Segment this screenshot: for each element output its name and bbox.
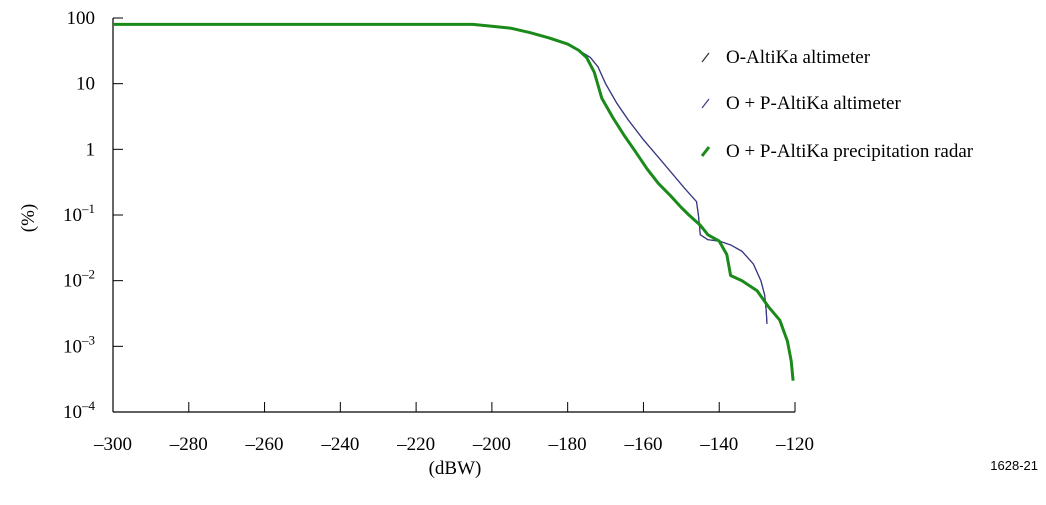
legend: O-AltiKa altimeter O + P-AltiKa altimeter… <box>700 47 974 162</box>
x-axis-title: (dBW) <box>429 458 482 479</box>
y-axis-title: (%) <box>18 204 39 232</box>
y-tick-label: 100 <box>67 8 96 29</box>
legend-label-3: O + P-AltiKa precipitation radar <box>726 141 974 162</box>
x-tick-label: –200 <box>472 434 511 455</box>
y-axis-ticks: 100 10 1 10–1 10–2 10–3 10–4 <box>63 8 123 423</box>
x-tick-label: –120 <box>775 434 814 455</box>
legend-swatch-3 <box>700 146 711 157</box>
y-tick-label: 1 <box>86 139 96 160</box>
x-tick-label: –220 <box>396 434 435 455</box>
y-tick-label: 10–2 <box>63 267 95 292</box>
legend-label-2: O + P-AltiKa altimeter <box>726 93 901 114</box>
x-tick-label: –280 <box>169 434 208 455</box>
y-tick-label: 10–4 <box>63 398 96 423</box>
x-tick-label: –300 <box>93 434 132 455</box>
x-tick-label: –140 <box>699 434 738 455</box>
series-layer <box>113 22 795 381</box>
x-tick-label: –180 <box>548 434 587 455</box>
axes <box>112 18 795 413</box>
figure-id: 1628-21 <box>990 458 1038 473</box>
y-tick-label: 10 <box>76 74 95 95</box>
series-line-2 <box>113 23 768 324</box>
legend-swatch-2 <box>701 98 710 109</box>
y-tick-label: 10–3 <box>63 332 95 357</box>
series-line-3 <box>113 22 795 381</box>
x-tick-label: –240 <box>320 434 359 455</box>
x-tick-label: –160 <box>623 434 662 455</box>
legend-label-1: O-AltiKa altimeter <box>726 47 871 68</box>
x-axis-ticks: –300 –280 –260 –240 –220 –200 –180 –160 –140 –120 <box>93 402 814 455</box>
series-line-1 <box>113 23 768 324</box>
x-tick-label: –260 <box>245 434 284 455</box>
y-tick-label: 10–1 <box>63 201 95 226</box>
legend-swatch-1 <box>701 52 710 63</box>
